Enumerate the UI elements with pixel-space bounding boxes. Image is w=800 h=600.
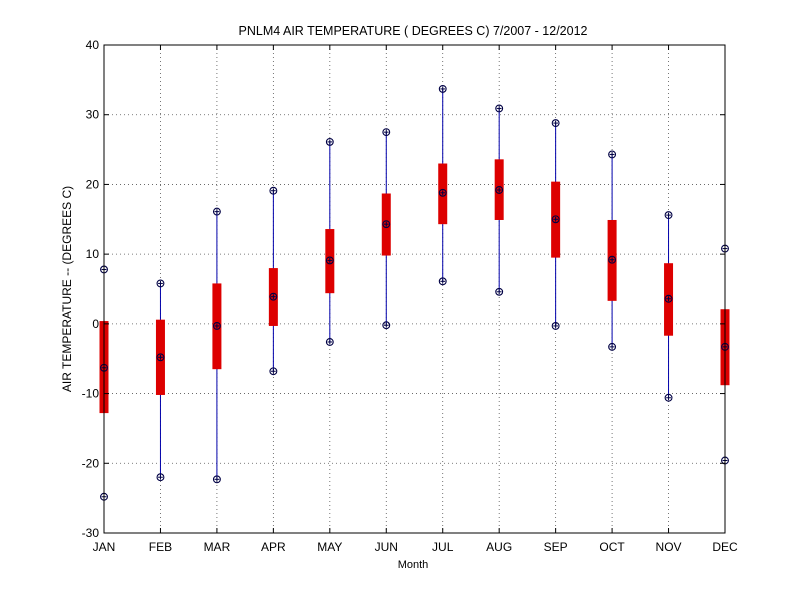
min-marker: [438, 277, 447, 286]
x-tick-label: AUG: [486, 540, 512, 554]
min-marker: [608, 342, 617, 351]
y-tick-label: -20: [82, 456, 100, 470]
box-oct: [607, 150, 617, 351]
min-marker: [212, 475, 221, 484]
min-marker: [551, 321, 560, 330]
max-marker: [608, 150, 617, 159]
box-feb: [155, 279, 165, 482]
median-marker: [551, 215, 560, 224]
max-marker: [551, 119, 560, 128]
x-axis-ticks: JAN FEB MAR APR MAY JUN JUL AUG SEP OCT NOV DEC: [93, 45, 738, 554]
box-jul: [438, 84, 448, 286]
chart-title: PNLM4 AIR TEMPERATURE ( DEGREES C) 7/200…: [239, 24, 588, 38]
median-marker: [495, 186, 504, 194]
max-marker: [438, 84, 447, 93]
x-tick-label: JUL: [432, 540, 454, 554]
median-marker: [269, 292, 278, 301]
max-marker: [269, 186, 278, 195]
median-marker: [438, 188, 447, 197]
axes-frame: [103, 44, 726, 534]
min-marker: [495, 287, 504, 296]
min-marker: [664, 393, 673, 402]
median-marker: [156, 353, 165, 362]
max-marker: [325, 137, 334, 146]
box-aug: [494, 104, 504, 296]
y-tick-label: 40: [86, 38, 100, 52]
min-marker: [325, 338, 334, 346]
max-marker: [495, 104, 504, 113]
min-marker: [269, 367, 278, 376]
max-marker: [664, 211, 673, 220]
box-apr: [268, 186, 278, 376]
max-marker: [212, 207, 221, 216]
min-marker: [382, 321, 391, 330]
y-tick-label: 10: [86, 247, 100, 261]
x-tick-label: MAR: [204, 540, 231, 554]
x-tick-label: MAY: [317, 540, 342, 554]
box-jun: [381, 128, 391, 330]
y-tick-label: 30: [86, 108, 100, 122]
y-axis-label: AIR TEMPERATURE -- (DEGREES C): [60, 186, 74, 392]
y-tick-label: 20: [86, 177, 100, 191]
median-marker: [325, 256, 334, 265]
max-marker: [156, 279, 165, 288]
box-may: [325, 137, 335, 346]
x-tick-label: JUN: [375, 540, 398, 554]
x-tick-label: FEB: [149, 540, 172, 554]
box-mar: [212, 207, 222, 484]
median-marker: [212, 321, 221, 330]
min-marker: [156, 473, 165, 482]
box-nov: [664, 211, 674, 402]
x-tick-label: APR: [261, 540, 286, 554]
median-marker: [382, 220, 391, 229]
median-marker: [608, 255, 617, 264]
x-tick-label: JAN: [93, 540, 116, 554]
x-tick-label: SEP: [544, 540, 568, 554]
x-tick-label: DEC: [712, 540, 738, 554]
plot-area: [104, 45, 725, 533]
x-tick-label: NOV: [656, 540, 682, 554]
y-axis-ticks: -30 -20 -10 0 10 20 30 40: [82, 38, 725, 540]
x-tick-label: OCT: [599, 540, 625, 554]
x-axis-label: Month: [398, 559, 429, 571]
y-tick-label: -10: [82, 387, 100, 401]
max-marker: [382, 128, 391, 137]
y-tick-label: 0: [92, 317, 99, 331]
y-tick-label: -30: [82, 526, 100, 540]
median-marker: [664, 294, 673, 303]
box-sep: [551, 119, 561, 330]
